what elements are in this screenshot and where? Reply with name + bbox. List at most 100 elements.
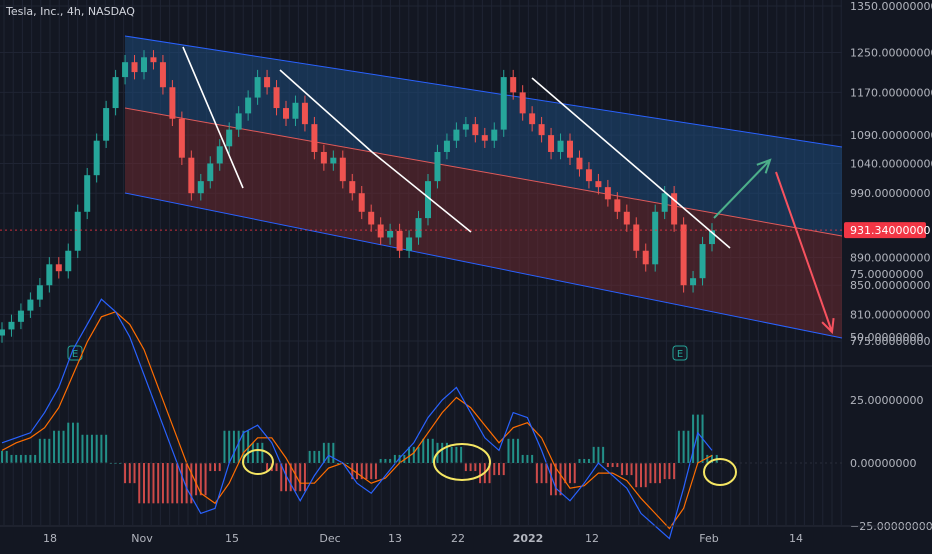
- macd-histogram-bar: [29, 454, 32, 463]
- macd-histogram-bar: [635, 463, 638, 488]
- macd-histogram-bar: [214, 463, 216, 472]
- candle: [462, 124, 469, 130]
- macd-histogram-bar: [602, 446, 605, 463]
- candle: [538, 124, 545, 136]
- macd-histogram-bar: [10, 454, 13, 463]
- macd-histogram-bar: [346, 463, 349, 464]
- candle: [178, 118, 185, 158]
- signal-line: [1, 311, 713, 530]
- candle: [8, 321, 15, 330]
- chart-title: Tesla, Inc., 4h, NASDAQ: [6, 5, 135, 18]
- macd-tick-label: 0.00000000: [850, 457, 916, 470]
- macd-histogram-bar: [370, 463, 373, 480]
- macd-histogram-bar: [711, 454, 713, 463]
- macd-histogram-bar: [5, 450, 8, 463]
- time-tick-label: Dec: [319, 532, 340, 545]
- macd-histogram-bar: [393, 454, 396, 463]
- macd-histogram-bar: [48, 438, 51, 463]
- channel-mid-line: [124, 107, 843, 237]
- time-tick-label: 2022: [513, 532, 544, 545]
- candle: [709, 230, 715, 245]
- macd-histogram-bar: [379, 458, 382, 463]
- candle: [320, 151, 327, 164]
- candle: [661, 193, 668, 212]
- candle: [434, 151, 441, 182]
- macd-histogram-bar: [275, 463, 278, 472]
- macd-histogram-bar: [649, 463, 652, 484]
- candle: [207, 163, 214, 182]
- macd-histogram-bar: [251, 442, 254, 463]
- candle: [159, 62, 166, 88]
- candle: [197, 181, 204, 194]
- macd-histogram-bar: [204, 463, 207, 496]
- macd-histogram-bar: [100, 434, 103, 463]
- candle: [415, 218, 422, 238]
- last-price-badge: [844, 222, 926, 239]
- macd-histogram-bar: [569, 463, 571, 484]
- candle: [519, 92, 526, 114]
- macd-histogram-bar: [507, 438, 510, 463]
- time-tick-label: 12: [585, 532, 599, 545]
- candle: [623, 211, 630, 225]
- highlight-circle: [433, 443, 491, 481]
- macd-histogram-bar: [322, 442, 325, 463]
- candle: [273, 87, 280, 109]
- macd-histogram-bar: [441, 442, 444, 463]
- candle: [652, 211, 659, 265]
- macd-histogram-bar: [427, 438, 429, 463]
- macd-histogram-bar: [242, 430, 245, 463]
- candle: [27, 299, 34, 311]
- time-tick-label: Nov: [131, 532, 153, 545]
- macd-histogram-bar: [143, 463, 145, 504]
- candle: [585, 169, 592, 182]
- macd-histogram-bar: [673, 463, 676, 480]
- price-tick-label: 1040.00000000: [850, 157, 932, 170]
- macd-histogram-bar: [455, 446, 458, 463]
- macd-histogram-bar: [261, 442, 264, 463]
- macd-histogram-bar: [67, 422, 70, 463]
- candle: [46, 264, 53, 286]
- macd-histogram-bar: [469, 463, 472, 472]
- candle: [557, 140, 564, 152]
- macd-histogram-bar: [464, 463, 467, 472]
- candle: [55, 264, 62, 272]
- macd-histogram-bar: [587, 458, 590, 463]
- candle: [453, 129, 460, 141]
- candle: [642, 250, 649, 265]
- macd-histogram-bar: [95, 434, 98, 463]
- candle: [292, 102, 299, 119]
- candle: [699, 244, 706, 279]
- macd-histogram-bar: [554, 463, 557, 496]
- macd-histogram-bar: [285, 463, 287, 492]
- candle: [510, 77, 517, 93]
- macd-histogram-bar: [597, 446, 600, 463]
- macd-histogram-bar: [152, 463, 155, 504]
- macd-histogram-bar: [431, 438, 434, 463]
- macd-histogram-bar: [57, 430, 60, 463]
- macd-histogram-bar: [625, 463, 628, 476]
- price-tick-label: 1090.00000000: [850, 129, 932, 142]
- candle: [311, 124, 318, 152]
- candle: [349, 181, 356, 194]
- macd-histogram-bar: [559, 463, 562, 496]
- candle: [406, 237, 413, 251]
- candle: [131, 62, 138, 73]
- macd-histogram-bar: [531, 454, 534, 463]
- earnings-marker-label: E: [72, 349, 78, 360]
- candle: [330, 157, 337, 164]
- macd-histogram-bar: [105, 434, 108, 463]
- macd-histogram-bar: [583, 458, 586, 463]
- candle: [74, 211, 81, 251]
- macd-histogram-bar: [180, 463, 183, 504]
- macd-histogram-bar: [133, 463, 136, 484]
- macd-histogram-bar: [228, 430, 231, 463]
- candle: [65, 250, 72, 272]
- candle: [491, 129, 498, 141]
- candle: [301, 102, 308, 125]
- macd-histogram-bar: [1, 450, 3, 463]
- macd-histogram-bar: [337, 463, 340, 464]
- price-tick-label: 990.00000000: [850, 187, 930, 200]
- macd-histogram-bar: [677, 430, 680, 463]
- macd-histogram-bar: [289, 463, 292, 492]
- candle: [0, 329, 5, 336]
